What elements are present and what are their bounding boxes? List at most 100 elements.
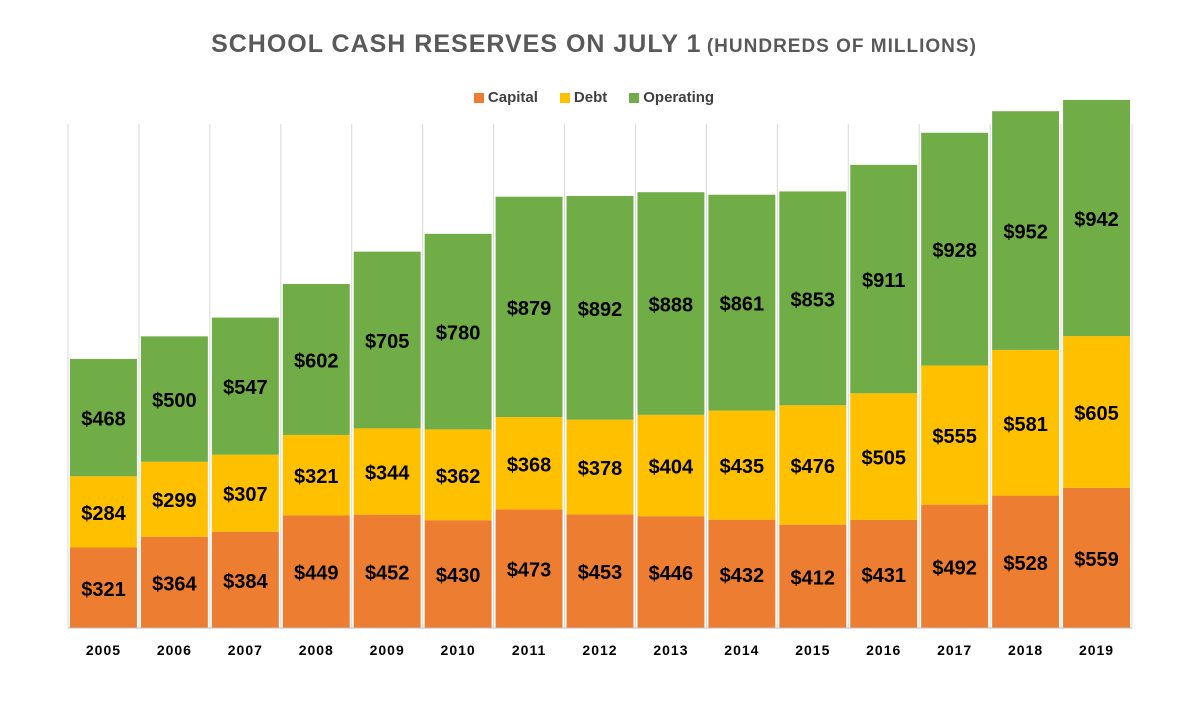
data-label-capital: $449 (294, 563, 339, 585)
chart-subtitle: (HUNDREDS OF MILLIONS) (706, 36, 977, 57)
data-label-capital: $559 (1074, 549, 1119, 571)
data-label-operating: $602 (294, 350, 339, 372)
x-tick-label: 2017 (937, 642, 972, 658)
x-tick-label: 2013 (653, 642, 688, 658)
data-label-operating: $547 (223, 377, 268, 399)
bar-segment-capital (353, 514, 421, 628)
x-tick-label: 2012 (582, 642, 617, 658)
chart-title: SCHOOL CASH RESERVES ON JULY 1 (HUNDREDS… (0, 30, 1188, 59)
legend-item-capital: Capital (473, 89, 538, 106)
bar-segment-debt (992, 349, 1060, 496)
data-label-operating: $500 (152, 390, 197, 412)
legend-label-debt: Debt (573, 89, 608, 106)
data-label-operating: $861 (720, 294, 765, 316)
data-label-operating: $705 (365, 331, 410, 353)
bar-segment-operating (921, 132, 989, 366)
data-label-debt: $555 (932, 426, 977, 448)
x-tick-label: 2008 (299, 642, 334, 658)
bar-segment-operating (992, 111, 1060, 350)
bar-segment-operating (850, 164, 918, 394)
data-label-capital: $412 (791, 567, 836, 589)
x-tick-label: 2009 (370, 642, 405, 658)
bar-segment-operating (495, 196, 563, 418)
bar-segment-operating (353, 251, 421, 429)
bar-segment-capital (70, 547, 137, 628)
bar-segment-operating (637, 192, 705, 415)
x-tick-label: 2006 (157, 642, 192, 658)
data-label-capital: $431 (861, 565, 906, 587)
bar-segment-debt (424, 429, 492, 521)
bar-segment-debt (140, 461, 208, 537)
data-label-capital: $446 (649, 563, 694, 585)
data-label-capital: $528 (1003, 553, 1048, 575)
data-label-operating: $942 (1074, 209, 1119, 231)
x-tick-label: 2016 (866, 642, 901, 658)
x-tick-label: 2015 (795, 642, 830, 658)
x-tick-label: 2005 (86, 642, 121, 658)
legend-label-capital: Capital (487, 89, 538, 106)
data-label-capital: $384 (223, 571, 268, 593)
bar-segment-capital (1063, 487, 1130, 628)
data-label-debt: $581 (1003, 414, 1048, 436)
bar-segment-debt (1063, 336, 1130, 488)
bar-segment-capital (211, 531, 279, 628)
data-label-debt: $378 (578, 458, 623, 480)
legend-swatch-operating (629, 92, 640, 103)
data-label-capital: $430 (436, 565, 481, 587)
bar-segment-operating (424, 233, 492, 430)
data-label-capital: $473 (507, 560, 552, 582)
bar-segment-debt (495, 417, 563, 510)
data-label-debt: $307 (223, 484, 268, 506)
data-label-debt: $284 (81, 503, 126, 525)
x-tick-label: 2011 (512, 642, 546, 658)
data-label-debt: $435 (720, 456, 765, 478)
data-label-debt: $362 (436, 466, 481, 488)
bar-segment-debt (921, 365, 989, 505)
bar-segment-capital (495, 509, 563, 628)
bar-segment-operating (1063, 99, 1130, 337)
data-label-operating: $780 (436, 323, 481, 345)
bar-segment-operating (70, 358, 137, 477)
legend-swatch-debt (559, 92, 570, 103)
bar-segment-operating (282, 283, 350, 435)
data-label-capital: $492 (932, 557, 977, 579)
x-tick-label: 2010 (441, 642, 476, 658)
legend-label-operating: Operating (643, 89, 715, 106)
data-label-capital: $453 (578, 562, 623, 584)
data-label-debt: $299 (152, 490, 197, 512)
bar-segment-operating (211, 317, 279, 455)
bar-segment-debt (708, 410, 776, 520)
data-label-capital: $432 (720, 565, 765, 587)
bar-segment-capital (282, 515, 350, 628)
bar-segment-operating (140, 336, 208, 462)
chart-legend: Capital Debt Operating (0, 89, 1188, 106)
data-label-debt: $505 (861, 448, 906, 470)
data-label-debt: $321 (294, 466, 339, 488)
bar-segment-debt (211, 454, 279, 532)
bar-segment-debt (779, 405, 847, 525)
data-label-operating: $468 (81, 409, 126, 431)
bar-segment-capital (424, 520, 492, 628)
data-label-debt: $368 (507, 454, 552, 476)
data-label-operating: $888 (649, 295, 694, 317)
bar-segment-debt (850, 393, 918, 520)
bar-segment-capital (140, 536, 208, 628)
bar-segment-debt (70, 476, 137, 548)
bar-segment-debt (637, 414, 705, 517)
data-label-debt: $404 (649, 457, 694, 479)
x-tick-label: 2014 (724, 642, 759, 658)
bar-segment-debt (353, 428, 421, 515)
bar-segment-operating (566, 195, 634, 420)
bar-segment-capital (708, 519, 776, 628)
bar-segment-capital (850, 519, 918, 628)
data-label-operating: $892 (578, 299, 623, 321)
bar-segment-debt (282, 434, 350, 516)
bar-segment-debt (566, 419, 634, 515)
legend-item-debt: Debt (559, 89, 608, 106)
x-tick-label: 2019 (1079, 642, 1114, 658)
data-label-operating: $853 (791, 289, 836, 311)
x-tick-label: 2018 (1008, 642, 1043, 658)
bar-segment-capital (779, 524, 847, 628)
bar-segment-operating (708, 194, 776, 411)
